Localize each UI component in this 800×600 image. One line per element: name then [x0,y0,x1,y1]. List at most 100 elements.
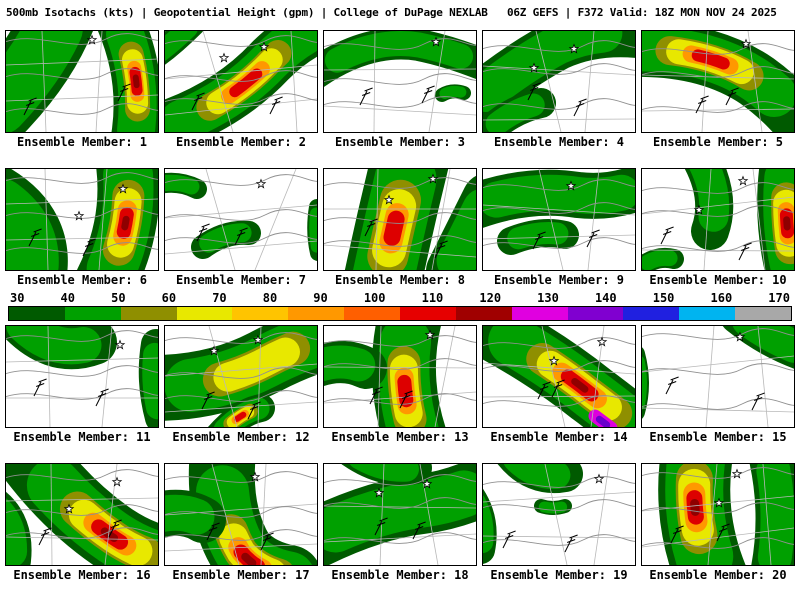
city-star-icon [86,34,98,45]
ensemble-row-3: Ensemble Member: 11 Ensemble Member: 12 En… [5,325,795,444]
wind-barb-icon [670,525,684,544]
ensemble-map [6,464,158,565]
ensemble-map [483,31,635,132]
ensemble-map [483,169,635,270]
city-star-icon [430,36,442,47]
ensemble-map [165,169,317,270]
city-star-icon [596,336,608,347]
ensemble-member-label: Ensemble Member: 4 [493,135,625,149]
wind-barb-icon [95,388,109,407]
colorbar-segment [567,307,624,320]
colorbar-segment [679,307,736,320]
colorbar-tick: 40 [60,291,75,305]
ensemble-member-label: Ensemble Member: 18 [331,568,469,582]
ensemble-cell: Ensemble Member: 17 [164,463,318,582]
ensemble-panel [5,30,159,133]
city-star-icon [383,194,395,205]
ensemble-row-1: Ensemble Member: 1 Ensemble Member: 2 Ense… [5,30,795,149]
city-star-icon [117,183,129,194]
ensemble-map [642,326,794,427]
colorbar-tick: 120 [479,291,502,305]
ensemble-member-label: Ensemble Member: 2 [175,135,307,149]
city-star-icon [373,487,385,498]
city-star-icon [249,471,261,482]
city-star-icon [427,173,439,184]
colorbar-tick: 130 [537,291,559,305]
wind-barb-icon [359,87,373,106]
ensemble-panel [641,30,795,133]
colorbar-segment [9,307,65,320]
city-star-icon [593,473,605,484]
ensemble-cell: Ensemble Member: 19 [482,463,636,582]
city-star-icon [737,175,749,186]
ensemble-cell: Ensemble Member: 12 [164,325,318,444]
ensemble-map [165,326,317,427]
ensemble-map [165,464,317,565]
ensemble-map [642,31,794,132]
wind-barb-icon [247,401,261,420]
ensemble-cell: Ensemble Member: 6 [5,168,159,287]
ensemble-map [6,169,158,270]
colorbar-tick: 160 [710,291,733,305]
ensemble-cell: Ensemble Member: 5 [641,30,795,149]
colorbar-segment [64,307,121,320]
city-star-icon [693,204,705,215]
ensemble-panel [5,168,159,271]
city-star-icon [731,468,743,479]
city-star-icon [568,43,580,54]
colorbar-segment [232,307,289,320]
wind-barb-icon [206,522,220,541]
city-star-icon [218,52,230,63]
colorbar-tick: 80 [262,291,278,305]
colorbar-tick: 170 [768,291,790,305]
ensemble-panel [5,463,159,566]
wind-barb-icon [201,391,215,410]
ensemble-panel [323,325,477,428]
colorbar-segment [455,307,512,320]
ensemble-cell: Ensemble Member: 3 [323,30,477,149]
ensemble-map [324,31,476,132]
colorbar-segment [735,307,792,320]
wind-barb-icon [751,392,765,411]
ensemble-map [6,31,158,132]
ensemble-member-label: Ensemble Member: 1 [16,135,148,149]
wind-barb-icon [434,240,448,259]
wind-barb-icon [399,390,413,409]
ensemble-member-label: Ensemble Member: 14 [490,430,628,444]
ensemble-panel [482,168,636,271]
wind-barb-icon [260,532,274,551]
ensemble-cell: Ensemble Member: 2 [164,30,318,149]
ensemble-map [642,169,794,270]
wind-barb-icon [196,223,210,242]
wind-barb-icon [738,242,752,261]
ensemble-member-label: Ensemble Member: 15 [649,430,787,444]
wind-barb-icon [234,227,248,246]
wind-barb-icon [117,83,131,102]
colorbar-tick: 150 [652,291,675,305]
ensemble-member-label: Ensemble Member: 11 [13,430,151,444]
wind-barb-icon [532,231,546,250]
colorbar-segment [511,307,568,320]
colorbar-tick: 60 [161,291,177,305]
ensemble-member-label: Ensemble Member: 5 [652,135,784,149]
ensemble-map [165,31,317,132]
colorbar-tick: 140 [594,291,617,305]
wind-barb-icon [573,98,587,117]
colorbar-segment [176,307,233,320]
ensemble-map [642,464,794,565]
wind-barb-icon [564,534,578,553]
ensemble-panel [323,168,477,271]
ensemble-panel [641,168,795,271]
ensemble-cell: Ensemble Member: 18 [323,463,477,582]
wind-barb-icon [660,226,674,245]
wind-barb-icon [412,521,426,540]
city-star-icon [111,476,123,487]
ensemble-panel [164,463,318,566]
ensemble-row-4: Ensemble Member: 16 Ensemble Member: 17 En… [5,463,795,582]
wind-barb-icon [527,82,541,101]
wind-barb-icon [82,238,96,257]
ensemble-cell: Ensemble Member: 15 [641,325,795,444]
ensemble-panel [164,30,318,133]
city-star-icon [548,355,560,366]
wind-barb-icon [537,381,551,400]
